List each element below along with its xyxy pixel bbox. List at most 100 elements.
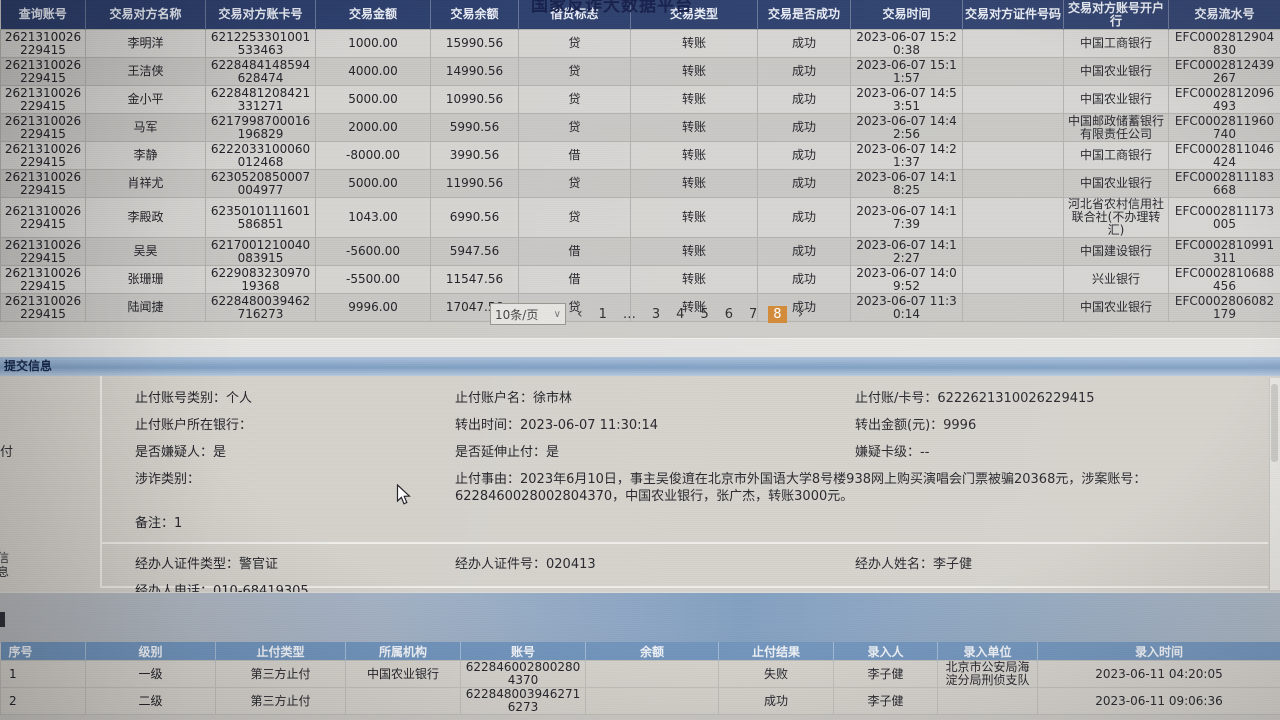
table-cell [345,687,461,715]
table-cell [962,141,1064,170]
table-cell [962,197,1064,238]
column-header: 交易余额 [430,0,519,30]
table-cell: 成功 [757,29,851,58]
page-ellipsis[interactable]: … [622,306,636,322]
chevron-down-icon: ∨ [553,308,561,320]
column-header: 账号 [460,642,586,661]
table-cell: EFC0002811960740 [1168,113,1280,142]
field-fraud-category: 涉诈类别： [135,472,201,487]
table-cell: 成功 [718,687,834,715]
table-cell: 2621310026229415 [0,293,86,322]
table-cell: 转账 [630,169,758,198]
table-cell: 中国农业银行 [1063,85,1169,114]
column-header: 止付类型 [215,642,346,661]
table-cell: 肖祥尤 [85,169,206,198]
table-cell [962,29,1064,58]
table-row: 2621310026229415 陆闻捷 6228480039462716273 99… [0,293,1280,322]
table-cell: EFC0002810991311 [1168,237,1280,266]
table-cell: 2023-06-11 04:20:05 [1037,660,1280,688]
table-cell: EFC0002811046424 [1168,141,1280,170]
table-cell [962,265,1064,294]
platform-title: 国家反诈大数据平台 [531,0,693,16]
table-cell [962,293,1064,322]
table-cell: 失败 [718,660,834,688]
table-cell [962,57,1064,86]
page-button-5[interactable]: 5 [700,306,709,322]
table-cell: 成功 [757,237,851,266]
table-cell: 1000.00 [315,29,431,58]
table-cell [585,687,719,715]
transactions-table: 查询账号 交易对方名称 交易对方账卡号 交易金额 交易余额 借贷标志 交易类型 交易是否成功交… [0,0,1280,322]
page-size-select[interactable]: 10条/页 ∨ [490,303,566,325]
page-button-8[interactable]: 8 [768,305,787,323]
field-suspect-card-level: 嫌疑卡级：-- [855,445,930,460]
table-cell: 6217998700016196829 [205,113,316,142]
table-cell: 转账 [630,237,758,266]
field-remark: 备注：1 [135,516,183,531]
table-cell: 2621310026229415 [0,85,86,114]
table-cell: 贷 [518,57,631,86]
page-size-label: 10条/页 [495,307,539,322]
next-page-button[interactable]: › [797,306,804,322]
column-header: 交易对方账号开户行 [1063,0,1169,30]
table-cell: 2023-06-07 11:30:14 [850,293,963,322]
table-row: 2621310026229415 李静 6222033100060012468 -80… [0,141,1280,170]
table-cell: 14990.56 [430,57,519,86]
page-button-1[interactable]: 1 [598,306,607,322]
submit-info-title: 提交信息 [4,359,53,373]
table-cell: 成功 [757,113,851,142]
stop-payment-header-row: 序号 级别 止付类型 所属机构 账号 余额 止付结果 录入人 录入单位 录入时间 [0,642,1280,661]
sidebar-fragment-text: 付 [0,445,14,460]
mouse-cursor [396,483,411,510]
field-operator-id-type: 经办人证件类型：警官证 [135,557,279,572]
table-cell: 6222033100060012468 [205,141,316,170]
column-header: 录入人 [833,642,938,661]
table-cell: 成功 [757,141,851,170]
table-cell: 2023-06-07 14:53:51 [850,85,963,114]
table-cell [937,687,1038,715]
table-cell: 中国农业银行 [1063,57,1169,86]
table-cell: 金小平 [85,85,206,114]
field-stop-account-bank: 止付账户所在银行： [135,418,253,433]
column-header: 所属机构 [345,642,461,661]
table-cell: 4000.00 [315,57,431,86]
table-cell: EFC0002812096493 [1168,85,1280,114]
table-cell: 2621310026229415 [0,29,86,58]
table-cell [962,85,1064,114]
submit-info-form: 止付账号类别：个人 止付账户名：徐市林 止付账/卡号：622262131002622… [0,376,1280,599]
table-row: 2 二级 第三方止付 6228480039462716273 成功 李子健 2023-06-… [0,687,1280,715]
table-cell: 2621310026229415 [0,169,86,198]
column-header: 录入单位 [937,642,1038,661]
table-cell: 吴昊 [85,237,206,266]
panel-top-strip [0,338,1280,358]
table-cell: 2000.00 [315,113,431,142]
page-button-7[interactable]: 7 [749,306,758,322]
scrollbar-thumb[interactable] [1271,384,1278,462]
table-cell: 2023-06-07 14:09:52 [850,265,963,294]
table-cell: 17047.56 [430,293,519,322]
table-cell: 中国邮政储蓄银行有限责任公司 [1063,113,1169,142]
table-cell: 6212253301001533463 [205,29,316,58]
page-button-4[interactable]: 4 [676,306,685,322]
table-cell: 5947.56 [430,237,519,266]
table-cell: 11990.56 [430,169,519,198]
table-cell: 中国建设银行 [1063,237,1169,266]
table-cell: 陆闻捷 [85,293,206,322]
table-cell: 6217001210040083915 [205,237,316,266]
prev-page-button[interactable]: ‹ [577,306,583,322]
table-cell: 2023-06-07 15:20:38 [850,29,963,58]
column-header: 交易时间 [850,0,963,30]
table-cell: 贷 [518,29,631,58]
vertical-scrollbar[interactable] [1269,378,1280,590]
page-button-3[interactable]: 3 [651,306,661,322]
edge-artifact [0,612,5,627]
table-cell: 马军 [85,113,206,142]
table-row: 2621310026229415 王洁侠 6228484148594628474 40… [0,57,1280,86]
table-cell: 6228481208421331271 [205,85,316,114]
column-header: 交易金额 [315,0,431,30]
table-cell: EFC0002812439267 [1168,57,1280,86]
table-cell: 2023-06-07 14:18:25 [850,169,963,198]
page-button-6[interactable]: 6 [724,306,734,322]
table-cell: 中国农业银行 [345,660,461,688]
